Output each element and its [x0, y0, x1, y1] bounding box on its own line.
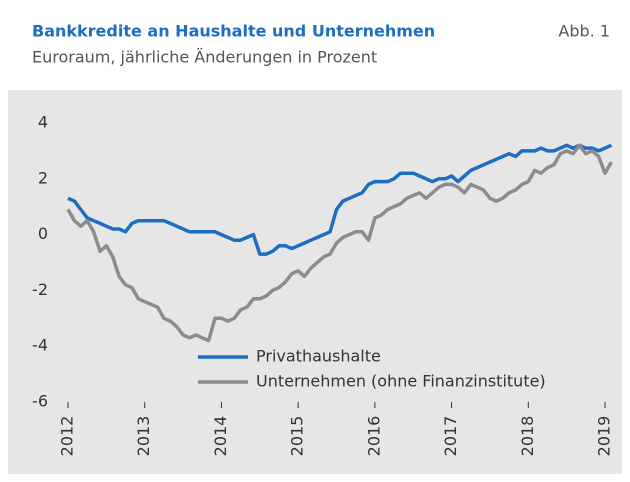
y-tick-label: -2	[32, 280, 48, 299]
figure-label: Abb. 1	[558, 22, 610, 41]
chart-title: Bankkredite an Haushalte und Unternehmen	[32, 22, 435, 41]
y-tick-label: -4	[32, 336, 48, 355]
legend-label: Unternehmen (ohne Finanzinstitute)	[256, 372, 546, 391]
x-tick-label: 2019	[595, 416, 614, 457]
y-tick-label: -6	[32, 392, 48, 411]
x-tick-label: 2017	[441, 416, 460, 457]
chart-subtitle: Euroraum, jährliche Änderungen in Prozen…	[32, 48, 377, 67]
line-series	[67, 143, 613, 256]
legend-label: Privathaushalte	[256, 347, 381, 366]
y-tick-label: 4	[38, 113, 48, 132]
y-tick-label: 2	[38, 168, 48, 187]
y-tick-label: 0	[38, 224, 48, 243]
x-tick-label: 2013	[134, 416, 153, 457]
x-tick-label: 2012	[58, 416, 77, 457]
x-tick-label: 2015	[288, 416, 307, 457]
x-tick-label: 2018	[518, 416, 537, 457]
line-series	[66, 143, 613, 343]
x-tick-label: 2016	[364, 416, 383, 457]
x-tick-label: 2014	[211, 416, 230, 457]
